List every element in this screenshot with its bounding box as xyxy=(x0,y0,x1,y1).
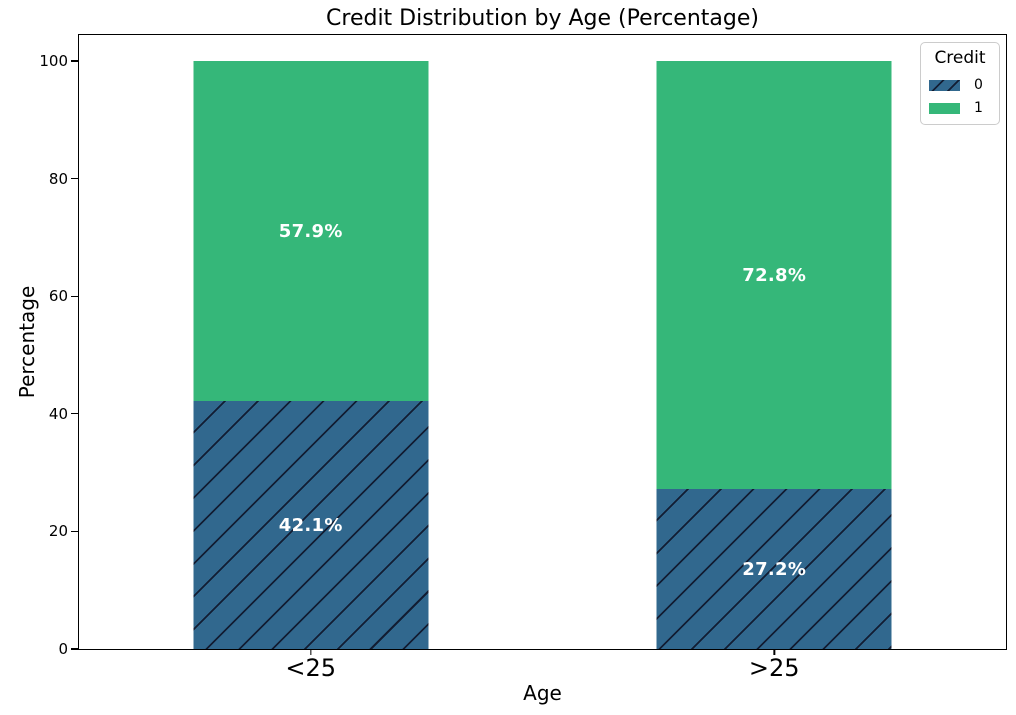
ytick-mark xyxy=(71,413,79,415)
ytick-mark xyxy=(71,177,79,180)
bar->25: 27.2% 72.8% xyxy=(656,61,892,649)
bar-value-label: 42.1% xyxy=(278,514,343,536)
ytick-label: 40 xyxy=(48,404,68,423)
legend-swatch xyxy=(929,79,960,91)
bar-value-label: 27.2% xyxy=(742,558,807,580)
xtick-mark xyxy=(310,649,312,655)
ytick-label: 0 xyxy=(58,640,68,658)
chart-title: Credit Distribution by Age (Percentage) xyxy=(326,6,759,31)
legend-title: Credit xyxy=(934,48,986,68)
ytick-label: 20 xyxy=(48,522,68,541)
ytick-label: 100 xyxy=(39,52,68,70)
legend-swatch xyxy=(929,102,960,114)
xtick-label: <25 xyxy=(285,654,337,682)
bar-segment-credit-0: 42.1% xyxy=(193,401,429,649)
ytick-mark xyxy=(71,530,79,532)
bar-<25: 42.1% 57.9% xyxy=(193,61,429,649)
y-axis-label: Percentage xyxy=(15,285,39,399)
legend-entry-0: 0 xyxy=(929,78,991,92)
ytick-mark xyxy=(71,648,79,650)
bar-segment-credit-1: 72.8% xyxy=(656,61,892,490)
x-axis-label: Age xyxy=(523,681,562,705)
bar-segment-credit-1: 57.9% xyxy=(193,61,429,402)
bar-value-label: 72.8% xyxy=(742,264,807,286)
bar-segment-credit-0: 27.2% xyxy=(656,489,892,649)
bar-value-label: 57.9% xyxy=(278,220,343,242)
ytick-mark xyxy=(71,295,79,297)
legend-entry-label: 0 xyxy=(974,77,983,94)
ytick-label: 80 xyxy=(48,169,68,188)
ytick-label: 60 xyxy=(48,287,68,306)
xtick-label: >25 xyxy=(748,654,800,682)
legend-entry-label: 1 xyxy=(974,100,983,117)
legend-entry-1: 1 xyxy=(929,101,991,115)
xtick-mark xyxy=(773,649,775,655)
ytick-mark xyxy=(71,60,79,62)
